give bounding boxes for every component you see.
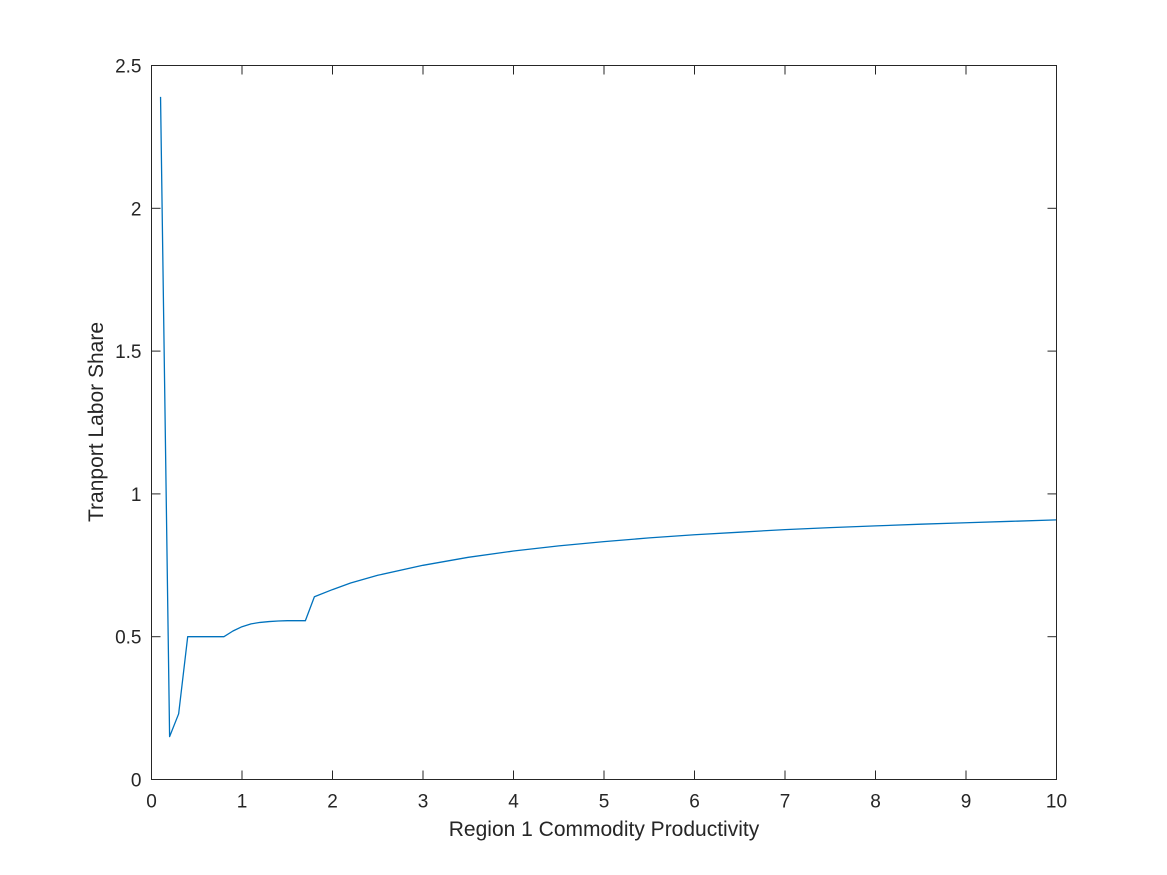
x-tick-label: 1 (237, 792, 248, 813)
x-tick-label: 9 (961, 792, 972, 813)
tick-labels-layer: 0 1 2 3 4 5 6 7 8 9 10 0 0.5 1 1.5 2 2.5 (115, 57, 1067, 813)
x-tick-label: 6 (689, 792, 700, 813)
x-tick-label: 4 (508, 792, 519, 813)
y-tick-label: 1 (131, 485, 142, 506)
x-tick-label: 3 (418, 792, 429, 813)
x-tick-label: 7 (780, 792, 791, 813)
y-tick-label: 0.5 (115, 628, 141, 649)
y-axis-label: Tranport Labor Share (85, 322, 108, 522)
x-tick-label: 2 (327, 792, 338, 813)
x-tick-label: 5 (599, 792, 610, 813)
y-tick-label: 1.5 (115, 342, 141, 363)
x-tick-label: 0 (146, 792, 157, 813)
x-axis-label: Region 1 Commodity Productivity (449, 818, 760, 841)
x-tick-label: 10 (1046, 792, 1067, 813)
plot-frame (151, 65, 1057, 780)
y-tick-label: 2 (131, 199, 142, 220)
y-tick-label: 2.5 (115, 57, 141, 78)
x-tick-label: 8 (870, 792, 881, 813)
y-tick-label: 0 (131, 771, 142, 792)
data-layer (159, 96, 1057, 738)
series-line (159, 96, 1057, 738)
